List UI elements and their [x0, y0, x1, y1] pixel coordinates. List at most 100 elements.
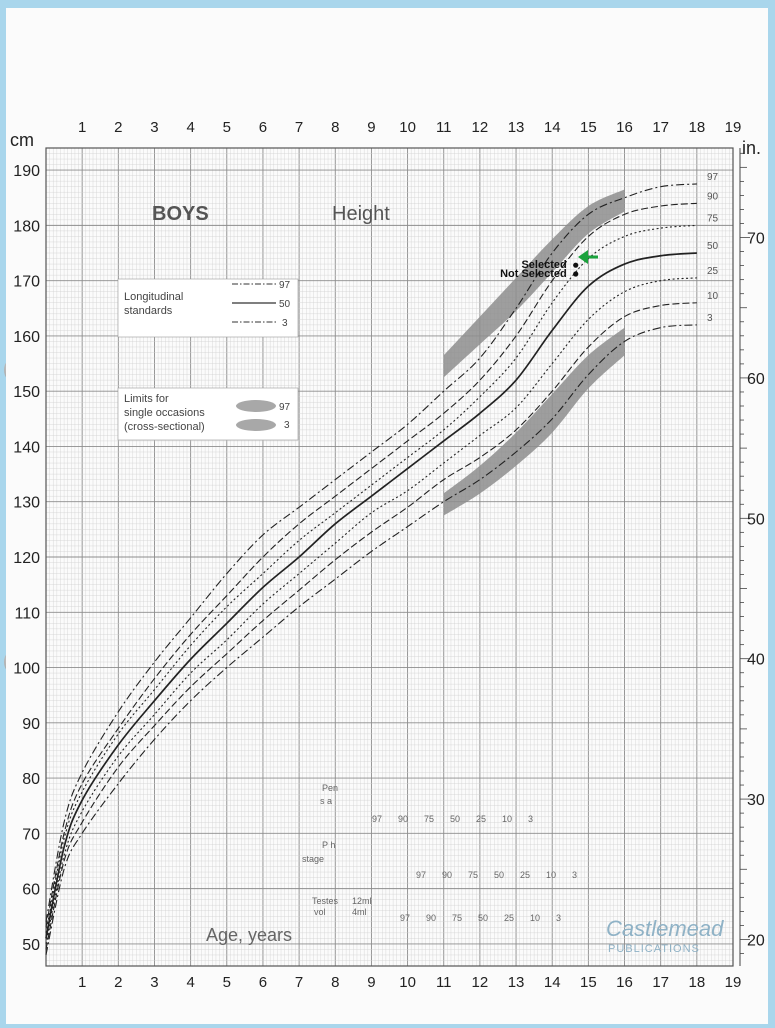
- band-3: [443, 327, 625, 516]
- grid: [45, 147, 734, 967]
- inch-tick-label: 40: [747, 652, 765, 669]
- legend-longitudinal-line1: Longitudinal: [124, 291, 183, 303]
- percentile-label-50: 50: [707, 241, 719, 252]
- label-12ml: 12ml: [352, 896, 372, 906]
- puberty-percentile-label: 10: [546, 870, 556, 880]
- x-tick-label-bottom: 13: [508, 974, 525, 991]
- puberty-percentile-label: 25: [520, 870, 530, 880]
- inch-tick-label: 60: [747, 371, 765, 388]
- series-line-50: [45, 252, 697, 939]
- x-tick-label-bottom: 3: [150, 974, 158, 991]
- point-label: Not Selected: [500, 268, 567, 280]
- y-tick-label: 160: [13, 329, 40, 346]
- puberty-percentile-label: 50: [494, 870, 504, 880]
- y-tick-label: 70: [22, 826, 40, 843]
- series-line-25: [45, 277, 697, 945]
- cross-sectional-bands: [443, 189, 625, 516]
- label-stage: stage: [302, 854, 324, 864]
- puberty-percentile-label: 25: [504, 913, 514, 923]
- chart-title: BOYS: [152, 203, 209, 225]
- y-tick-label: 110: [14, 605, 40, 622]
- x-tick-label-top: 5: [223, 119, 231, 136]
- x-tick-label-bottom: 14: [544, 974, 561, 991]
- x-tick-label-top: 15: [580, 119, 597, 136]
- series-line-90: [45, 202, 697, 928]
- x-tick-label-top: 10: [399, 119, 416, 136]
- percentile-label-97: 97: [707, 172, 719, 183]
- percentile-label-10: 10: [707, 291, 719, 302]
- x-tick-label-bottom: 18: [688, 974, 705, 991]
- y-tick-label: 80: [22, 771, 40, 788]
- legend-longitudinal-3: 3: [282, 318, 288, 329]
- percentile-label-3: 3: [707, 313, 713, 324]
- x-tick-label-bottom: 4: [186, 974, 194, 991]
- inch-tick-label: 50: [747, 511, 765, 528]
- publisher-sub: PUBLICATIONS: [608, 943, 700, 955]
- puberty-percentile-label: 75: [424, 814, 434, 824]
- puberty-percentile-label: 50: [450, 814, 460, 824]
- x-tick-label-bottom: 1: [78, 974, 86, 991]
- x-tick-label-top: 11: [436, 119, 452, 136]
- x-tick-label-top: 14: [544, 119, 561, 136]
- x-tick-label-top: 12: [472, 119, 489, 136]
- y-tick-label: 90: [22, 716, 40, 733]
- y-tick-label: 50: [22, 937, 40, 954]
- x-tick-label-top: 13: [508, 119, 525, 136]
- publisher-name: Castlemead: [606, 916, 724, 941]
- puberty-percentile-label: 90: [398, 814, 408, 824]
- limits-legend: Limits for single occasions (cross-secti…: [117, 387, 299, 441]
- legend-limits-line1: Limits for: [124, 393, 169, 405]
- x-tick-label-top: 3: [150, 119, 158, 136]
- puberty-percentile-label: 75: [452, 913, 462, 923]
- percentile-label-75: 75: [707, 213, 719, 224]
- y-tick-label: 120: [13, 550, 40, 567]
- puberty-percentile-scales: 97 90 75 50 25 10 3 97 90 75 50 25 10 3 97 90 75 50 25 10 3: [372, 814, 577, 923]
- x-tick-label-top: 6: [259, 119, 267, 136]
- x-tick-label-top: 8: [331, 119, 339, 136]
- series-line-10: [45, 302, 697, 950]
- point-label: Selected: [521, 259, 566, 271]
- y-tick-label: 190: [13, 163, 40, 180]
- x-tick-label-top: 16: [616, 119, 633, 136]
- label-s-a: s a: [320, 796, 332, 806]
- series-line-75: [45, 224, 697, 933]
- puberty-percentile-label: 90: [442, 870, 452, 880]
- band-97: [443, 189, 625, 378]
- label-vol: vol: [314, 907, 326, 917]
- point-not-selected: [573, 271, 579, 277]
- y-tick-label: 60: [22, 882, 40, 899]
- x-tick-label-top: 9: [367, 119, 375, 136]
- y-tick-label: 150: [13, 384, 40, 401]
- selected-arrowhead-icon: [578, 250, 588, 264]
- x-tick-label-bottom: 2: [114, 974, 122, 991]
- x-tick-label-bottom: 11: [436, 974, 452, 991]
- x-tick-label-bottom: 7: [295, 974, 303, 991]
- legend-longitudinal-line2: standards: [124, 305, 173, 317]
- x-tick-label-top: 19: [725, 119, 742, 136]
- x-tick-label-top: 2: [114, 119, 122, 136]
- legend-limits-line2: single occasions: [124, 407, 205, 419]
- puberty-percentile-label: 3: [528, 814, 533, 824]
- puberty-percentile-label: 97: [416, 870, 426, 880]
- y-tick-label: 100: [13, 661, 40, 678]
- inch-tick-label: 70: [747, 231, 765, 248]
- point-selected: [573, 262, 579, 268]
- left-unit-label: cm: [10, 130, 34, 150]
- puberty-percentile-label: 10: [530, 913, 540, 923]
- x-tick-label-top: 4: [186, 119, 194, 136]
- x-tick-label-bottom: 19: [725, 974, 742, 991]
- label-4ml: 4ml: [352, 907, 367, 917]
- plot-frame: [45, 147, 734, 967]
- x-tick-label-bottom: 15: [580, 974, 597, 991]
- legend-longitudinal-97: 97: [279, 280, 291, 291]
- percentile-label-90: 90: [707, 191, 719, 202]
- x-tick-label-top: 1: [78, 119, 86, 136]
- longitudinal-legend: Longitudinal standards 97 50 3: [117, 278, 299, 338]
- x-tick-label-top: 7: [295, 119, 303, 136]
- puberty-percentile-label: 10: [502, 814, 512, 824]
- y-tick-label: 130: [13, 495, 40, 512]
- x-axis-label: Age, years: [206, 925, 292, 945]
- x-tick-label-bottom: 5: [223, 974, 231, 991]
- x-tick-label-top: 17: [652, 119, 669, 136]
- x-tick-label-bottom: 10: [399, 974, 416, 991]
